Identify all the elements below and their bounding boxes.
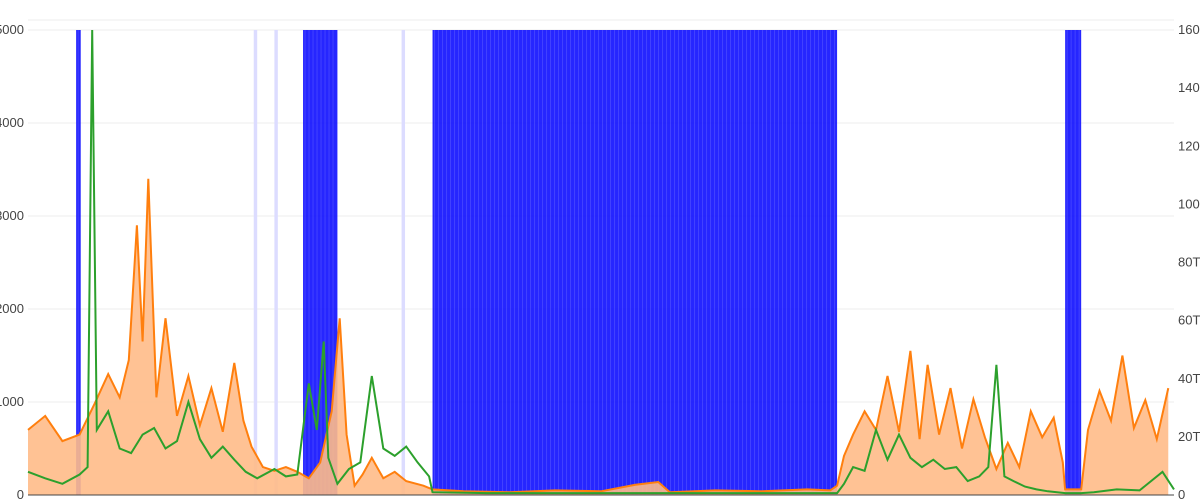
right-tick-label: 40T: [1178, 371, 1200, 386]
blue-bar: [401, 30, 406, 495]
right-tick-label: 20T: [1178, 429, 1200, 444]
green-line-series: [27, 29, 1175, 495]
blue-bar-series: [76, 30, 1082, 495]
orange-line: [27, 178, 1170, 494]
left-tick-label: 2000: [0, 301, 24, 316]
right-tick-label: 140T: [1178, 80, 1200, 95]
left-tick-label: 1000: [0, 394, 24, 409]
orange-area-fill: [28, 178, 1169, 496]
left-axis-ticks: 0 1000 2000 3000 4000 5000: [0, 22, 24, 500]
right-tick-label: 60T: [1178, 313, 1200, 328]
right-tick-label: 120T: [1178, 138, 1200, 153]
left-tick-label: 0: [17, 487, 24, 500]
left-tick-label: 4000: [0, 115, 24, 130]
right-axis-ticks: 0 20T 40T 60T 80T 100T 120T 140T 160T: [1178, 22, 1200, 500]
right-tick-label: 80T: [1178, 255, 1200, 270]
left-tick-label: 5000: [0, 22, 24, 37]
right-tick-label: 100T: [1178, 196, 1200, 211]
blue-bar: [274, 30, 278, 495]
blue-bar: [253, 30, 258, 495]
left-tick-label: 3000: [0, 208, 24, 223]
green-line: [27, 29, 1175, 495]
right-tick-label: 160T: [1178, 22, 1200, 37]
orange-area-series: [27, 178, 1170, 496]
right-tick-label: 0: [1178, 487, 1185, 500]
blue-bar-block: [1065, 30, 1082, 495]
